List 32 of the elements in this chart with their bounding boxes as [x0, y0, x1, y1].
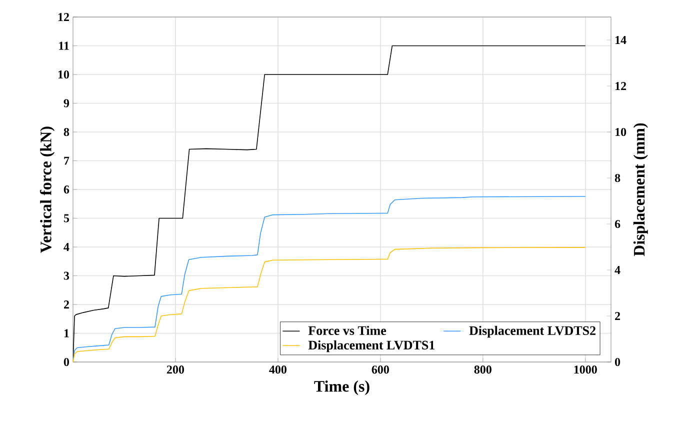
y-tick-label: 7 [64, 156, 70, 165]
y-tick-label: 6 [64, 185, 70, 194]
y-tick-label: 11 [59, 42, 69, 50]
y-tick-label: 12 [58, 13, 69, 21]
y-axis-title: Vertical force (kN) [40, 126, 55, 253]
legend-label: Force vs Time [308, 326, 386, 336]
y2-tick-label: 10 [615, 128, 626, 136]
y2-tick-label: 14 [615, 36, 626, 44]
y-tick-label: 9 [64, 99, 70, 108]
y-tick-label: 4 [64, 243, 70, 251]
x-tick-label: 1000 [574, 366, 597, 374]
legend-label: Displacement LVDTS2 [469, 326, 596, 338]
y2-axis-title: Displacement (mm) [633, 123, 648, 256]
x-tick-label: 600 [372, 366, 389, 374]
y2-tick-label: 6 [614, 220, 620, 228]
y-tick-label: 3 [64, 272, 70, 280]
y-tick-label: 10 [58, 70, 70, 79]
x-tick-label: 800 [474, 366, 492, 374]
legend-label: Displacement LVDTS1 [308, 340, 435, 352]
y2-tick-label: 8 [614, 174, 620, 182]
y-tick-label: 1 [64, 329, 69, 338]
x-tick-label: 200 [166, 366, 184, 374]
y-tick-label: 0 [64, 358, 70, 366]
y-tick-label: 8 [64, 128, 70, 136]
x-tick-label: 400 [269, 366, 286, 374]
y2-tick-label: 2 [615, 312, 620, 320]
x-axis-title: Time (s) [314, 380, 370, 396]
y-tick-label: 2 [64, 300, 69, 308]
y-tick-label: 5 [64, 214, 70, 222]
y2-tick-label: 0 [614, 358, 620, 366]
y2-tick-label: 12 [615, 82, 626, 90]
y2-tick-label: 4 [614, 266, 620, 274]
